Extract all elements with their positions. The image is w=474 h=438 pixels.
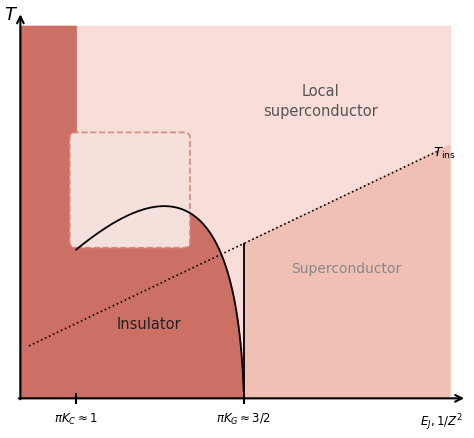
Text: Superconductor: Superconductor bbox=[292, 261, 402, 276]
Text: $T$: $T$ bbox=[4, 6, 18, 24]
FancyBboxPatch shape bbox=[70, 133, 190, 248]
Text: Insulator: Insulator bbox=[117, 317, 182, 332]
Polygon shape bbox=[244, 146, 450, 399]
Text: $T_{\mathrm{ins}}$: $T_{\mathrm{ins}}$ bbox=[433, 146, 456, 161]
Text: $\pi K_C \approx 1$: $\pi K_C \approx 1$ bbox=[55, 411, 98, 427]
Text: Local
superconductor: Local superconductor bbox=[264, 84, 378, 119]
Text: $E_J, 1/Z^2$: $E_J, 1/Z^2$ bbox=[419, 411, 463, 432]
Polygon shape bbox=[20, 27, 450, 399]
Text: $\pi K_G \approx 3/2$: $\pi K_G \approx 3/2$ bbox=[216, 411, 271, 427]
Polygon shape bbox=[20, 27, 244, 399]
Text: Super-
inductor: Super- inductor bbox=[88, 171, 146, 203]
